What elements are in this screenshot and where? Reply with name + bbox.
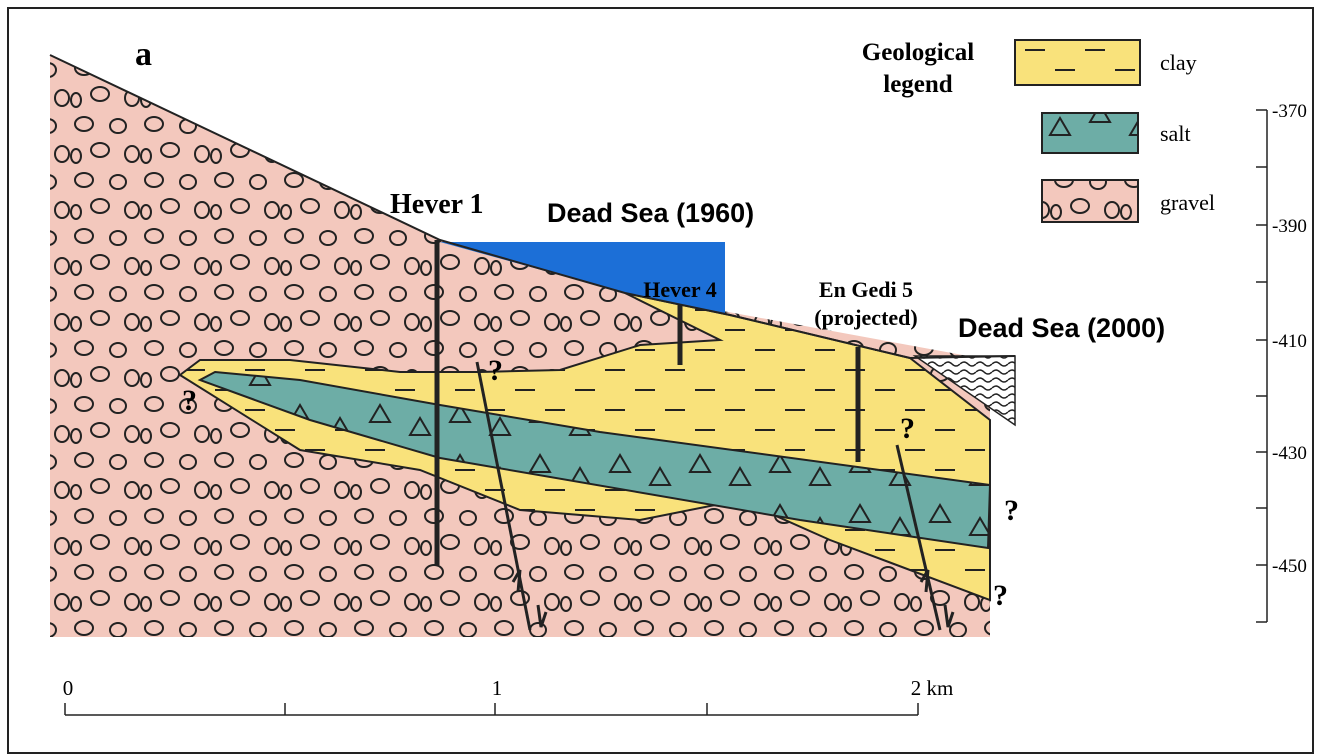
question-mark: ? [1004, 494, 1019, 527]
panel-label: a [135, 36, 152, 73]
distance-label: 1 [492, 676, 503, 700]
well-note: (projected) [814, 305, 917, 330]
legend-swatch [1042, 180, 1138, 222]
depth-label: -410 [1272, 331, 1307, 352]
distance-scale [65, 703, 918, 715]
legend-swatch [1015, 40, 1140, 85]
water-level-label: Dead Sea (2000) [958, 313, 1165, 343]
well-label: En Gedi 5 [819, 277, 913, 302]
well-label: Hever 4 [643, 277, 717, 302]
depth-scale [1256, 110, 1267, 622]
distance-label: 0 [63, 676, 74, 700]
question-mark: ? [993, 579, 1008, 612]
depth-label: -430 [1272, 443, 1307, 464]
distance-labels: 0 1 2 km [63, 676, 954, 700]
legend-label: gravel [1160, 190, 1215, 215]
question-mark: ? [182, 384, 197, 417]
cross-section: a Geological legend clay salt gravel Hev… [0, 0, 1317, 755]
depth-labels: -370 -390 -410 -430 -450 [1272, 101, 1307, 577]
page: a Geological legend clay salt gravel Hev… [0, 0, 1317, 755]
water-level-label: Dead Sea (1960) [547, 198, 754, 228]
legend-title: legend [883, 71, 953, 98]
distance-label: 2 km [911, 676, 954, 700]
depth-label: -450 [1272, 556, 1307, 577]
legend-swatch [1042, 113, 1138, 153]
well-label: Hever 1 [390, 189, 484, 220]
question-mark: ? [488, 354, 503, 387]
depth-label: -390 [1272, 216, 1307, 237]
legend-title: Geological [862, 39, 975, 66]
legend-label: clay [1160, 50, 1197, 75]
legend-label: salt [1160, 121, 1191, 146]
depth-label: -370 [1272, 101, 1307, 122]
question-mark: ? [900, 412, 915, 445]
